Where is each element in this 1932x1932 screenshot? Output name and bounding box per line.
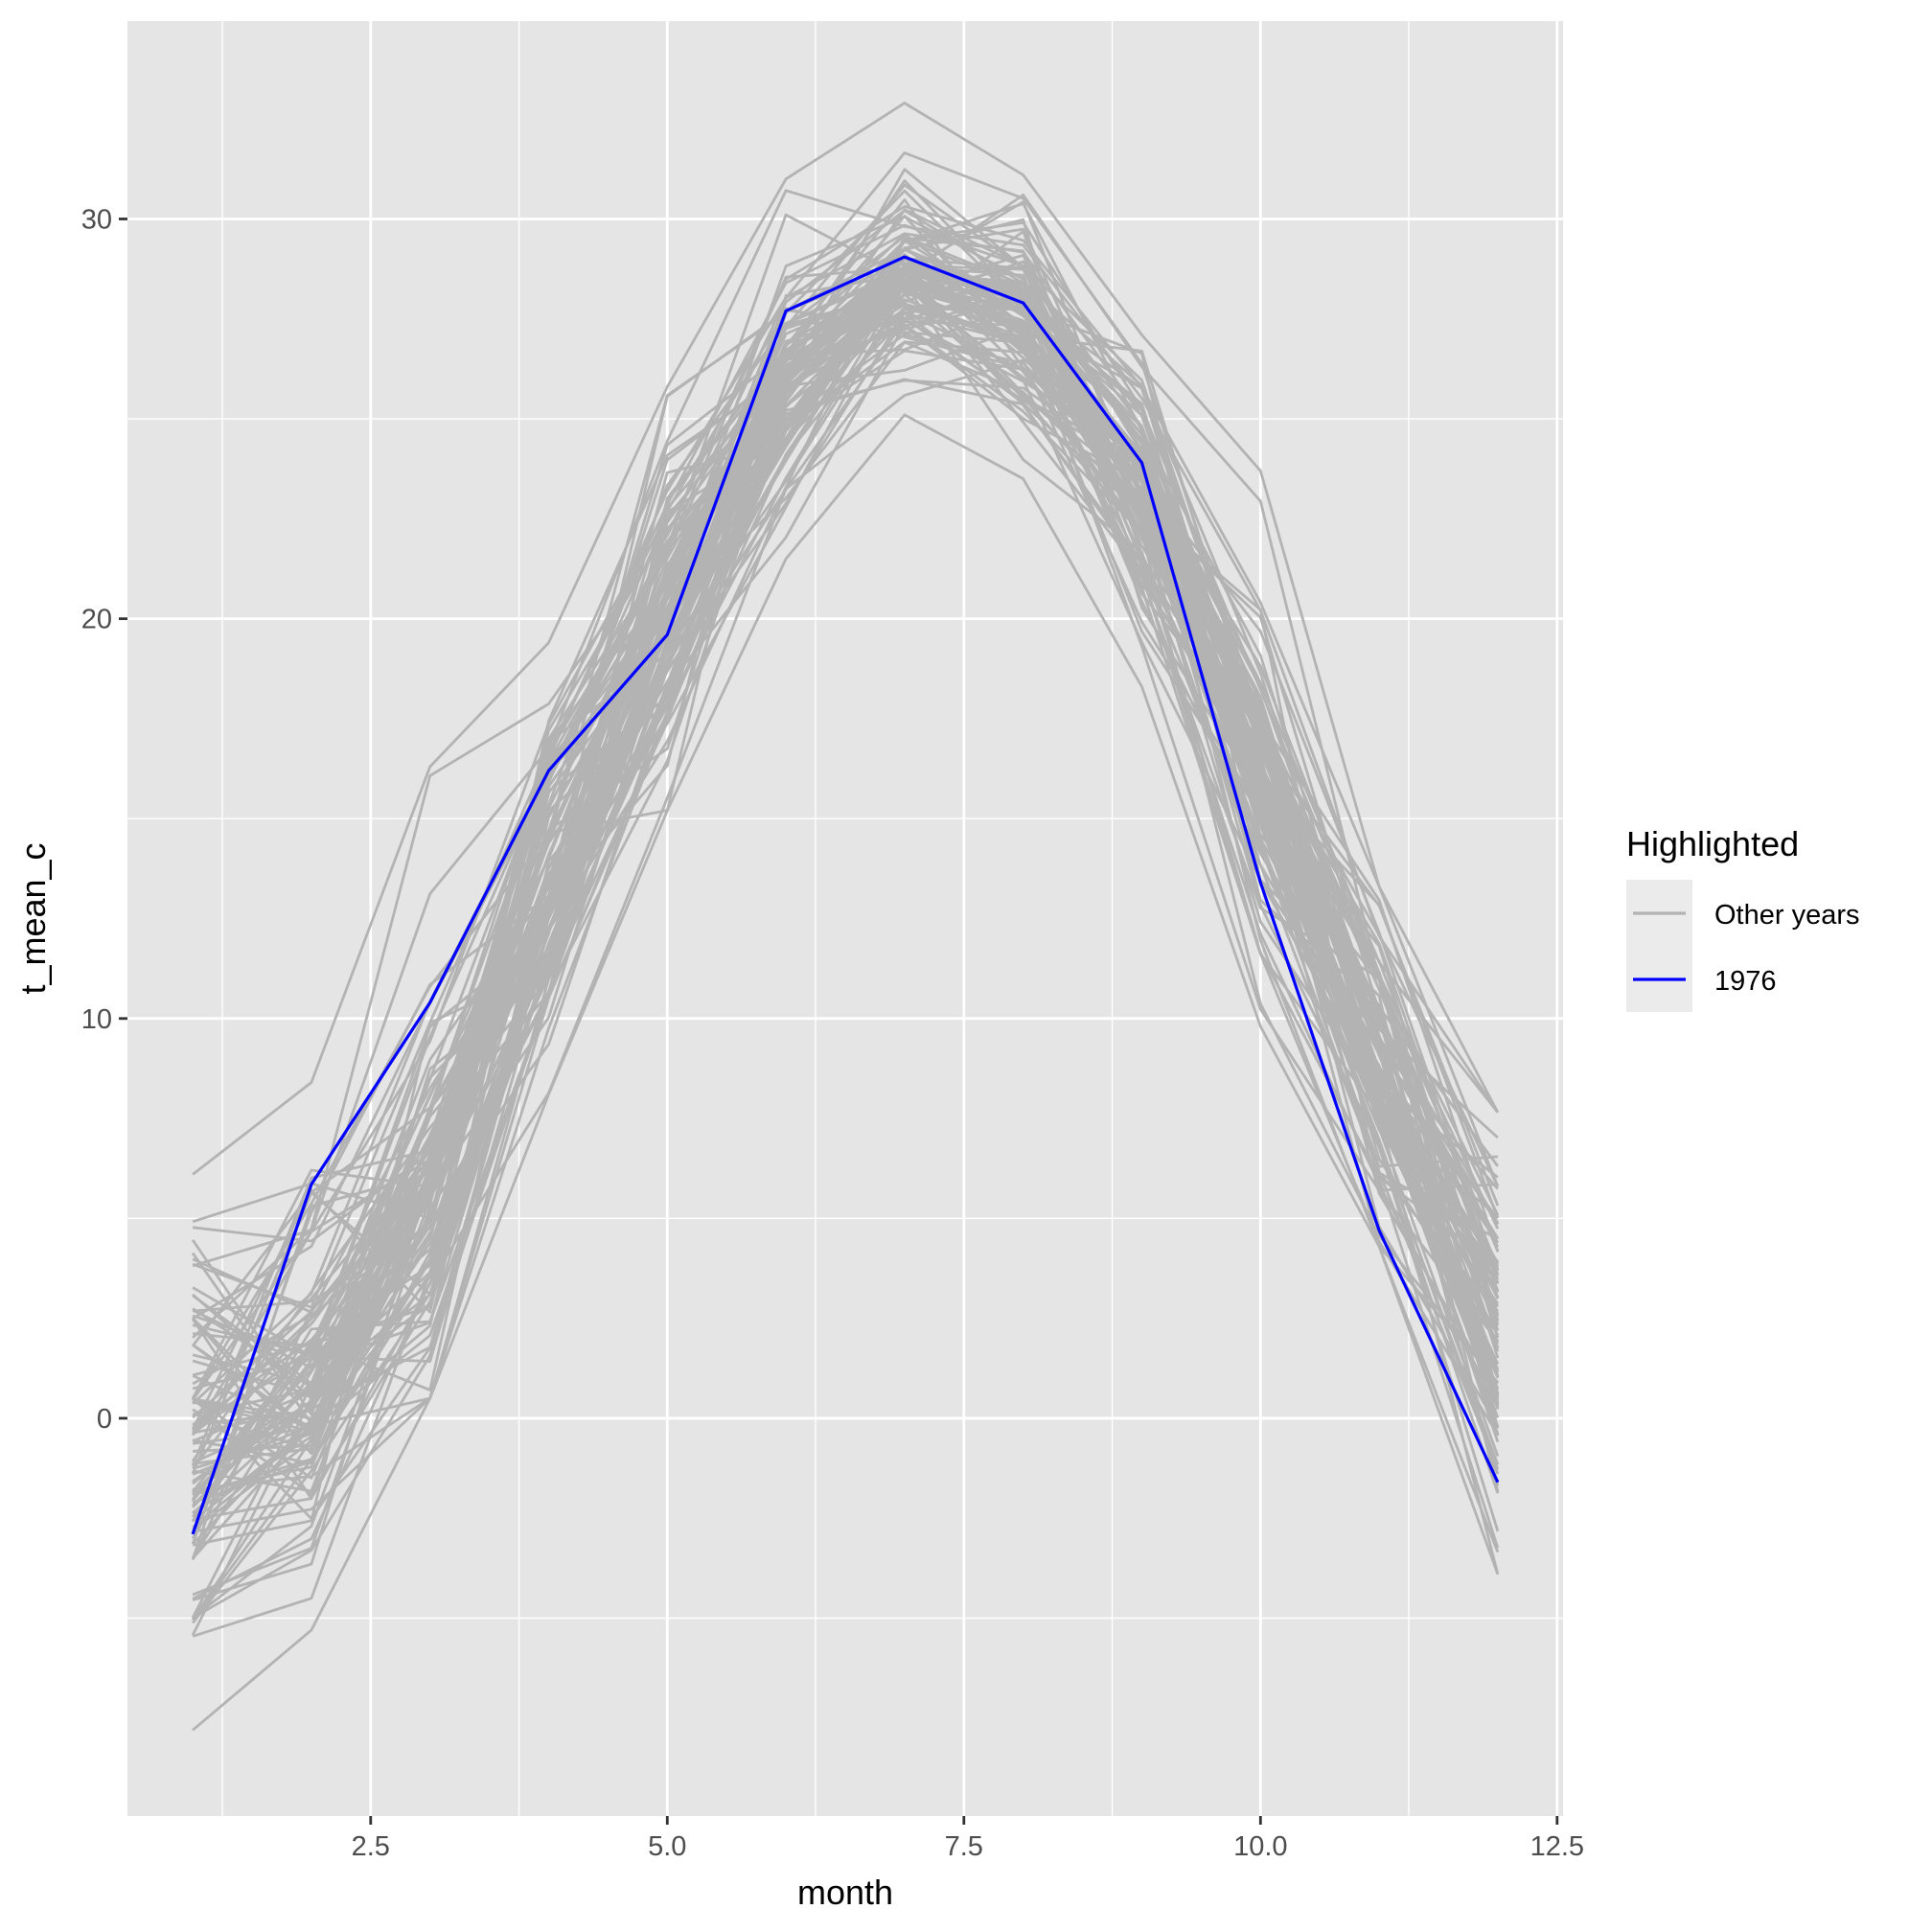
other-year-line <box>192 323 1499 1491</box>
other-year-line <box>192 413 1500 1732</box>
y-axis-title: t_mean_c <box>13 842 53 994</box>
other-year-line <box>191 193 1500 1416</box>
series-line-1976 <box>191 255 1500 1535</box>
y-tick-label: 0 <box>97 1404 112 1435</box>
legend: Highlighted Other years 1976 <box>1626 824 1860 1012</box>
other-year-line <box>192 269 1500 1469</box>
other-year-line <box>192 280 1499 1451</box>
other-years-lines <box>191 101 1500 1732</box>
legend-key-background <box>1626 880 1692 1012</box>
legend-title: Highlighted <box>1626 824 1799 863</box>
x-tick-label: 10.0 <box>1233 1831 1287 1862</box>
highlighted-year-line <box>191 255 1500 1535</box>
y-tick-label: 10 <box>81 1004 112 1035</box>
x-tick-label: 2.5 <box>352 1831 390 1862</box>
x-tick-label: 5.0 <box>648 1831 686 1862</box>
other-year-line <box>192 269 1500 1434</box>
legend-label-1976: 1976 <box>1714 966 1777 997</box>
legend-label-other-years: Other years <box>1714 900 1860 931</box>
other-year-line <box>192 204 1500 1339</box>
other-year-line <box>192 189 1500 1268</box>
y-tick-label: 20 <box>81 605 112 635</box>
other-year-line <box>192 266 1500 1369</box>
other-year-line <box>192 101 1500 1176</box>
x-tick-label: 7.5 <box>945 1831 983 1862</box>
other-year-line <box>191 255 1500 1400</box>
y-axis: 0 10 20 30 <box>81 204 127 1435</box>
other-year-line <box>192 151 1500 1321</box>
y-tick-label: 30 <box>81 204 112 235</box>
x-tick-label: 12.5 <box>1530 1831 1584 1862</box>
other-year-line <box>192 264 1500 1445</box>
x-axis-title: month <box>797 1873 893 1912</box>
x-axis: 2.5 5.0 7.5 10.0 12.5 <box>352 1816 1584 1862</box>
other-year-line <box>192 297 1500 1494</box>
